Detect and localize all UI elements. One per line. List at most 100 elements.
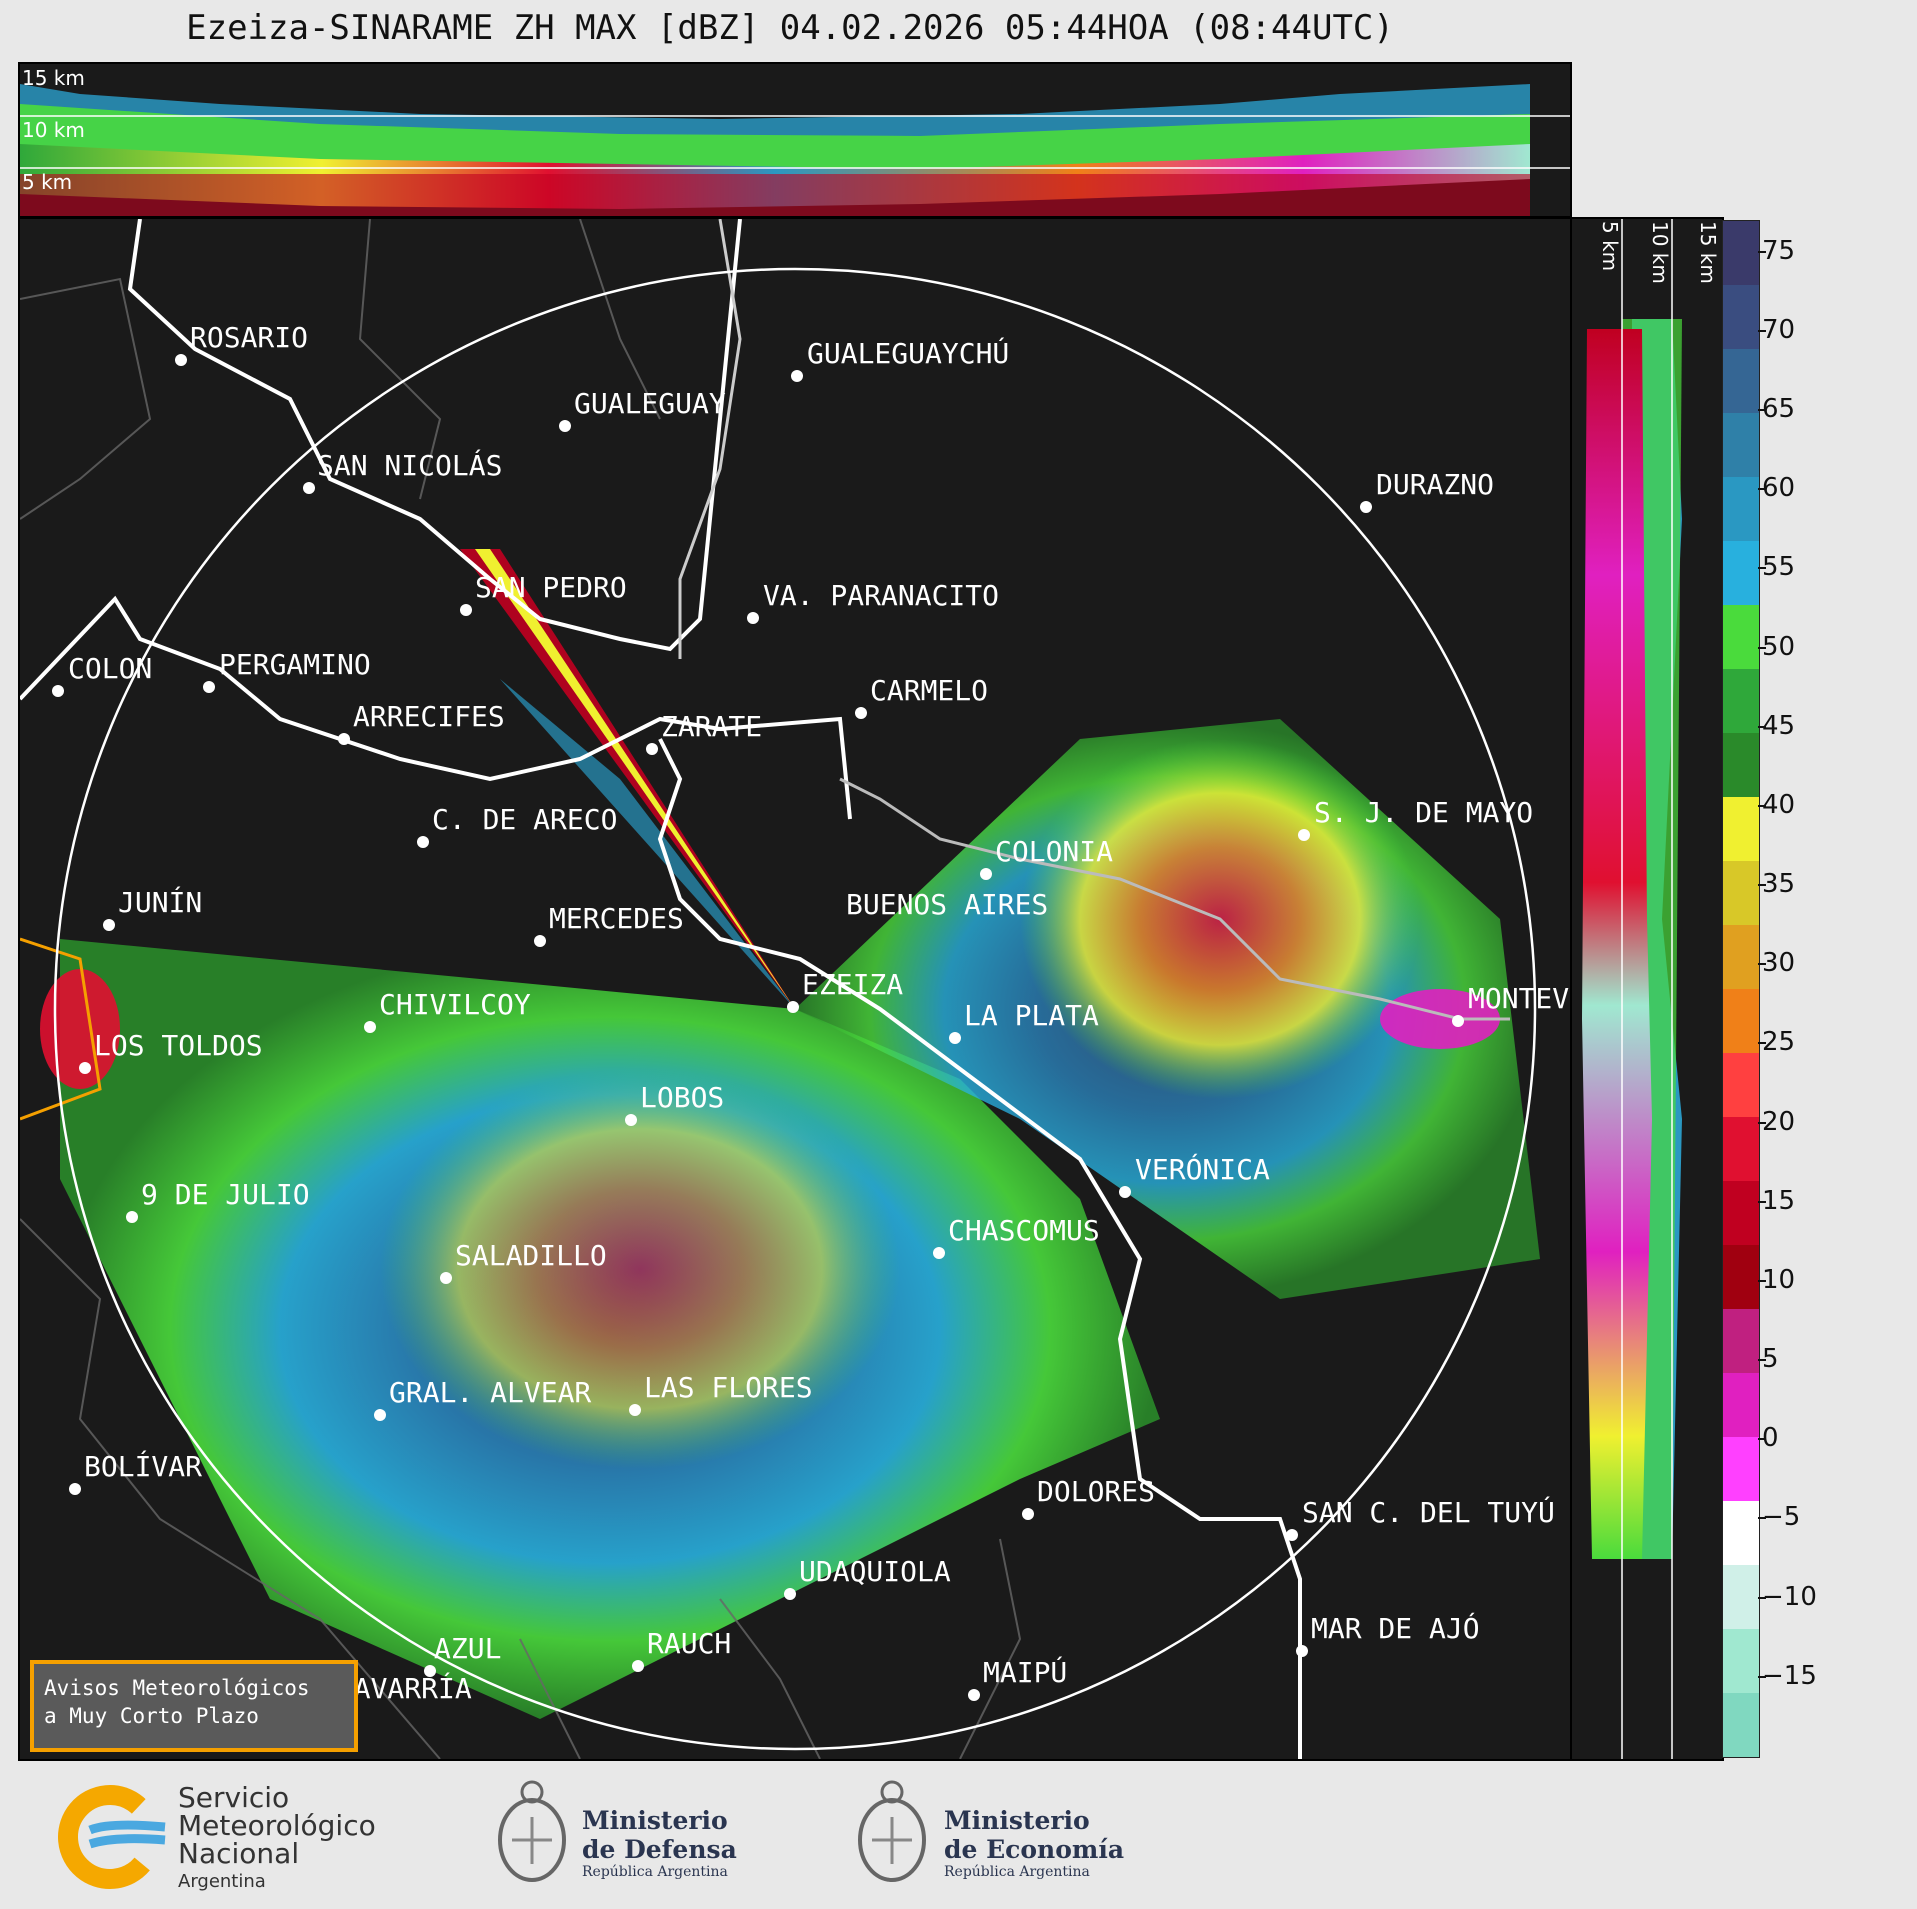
economia-logo-text: Ministerio de Economía República Argenti… xyxy=(944,1806,1124,1880)
city-label-azul: AZUL xyxy=(434,1632,502,1665)
city-label-9-de-julio: 9 DE JULIO xyxy=(141,1178,310,1211)
colorbar-tick-mark xyxy=(1758,1042,1766,1045)
colorbar-tick-label: 0 xyxy=(1762,1423,1779,1454)
defensa-line1: Ministerio xyxy=(582,1806,728,1835)
colorbar-tick-label: 20 xyxy=(1762,1106,1796,1137)
defensa-line3: República Argentina xyxy=(582,1864,728,1880)
colorbar-tick-label: −5 xyxy=(1762,1502,1801,1533)
city-label-pergamino: PERGAMINO xyxy=(219,648,371,681)
colorbar-tick-label: 55 xyxy=(1762,552,1796,583)
city-label-maipu: MAIPÚ xyxy=(983,1656,1068,1689)
economia-line1: Ministerio xyxy=(944,1806,1090,1835)
colorbar-tick-mark xyxy=(1758,488,1766,491)
city-label-udaquiola: UDAQUIOLA xyxy=(799,1555,951,1588)
city-label-mercedes: MERCEDES xyxy=(549,902,684,935)
city-label-bolivar: BOLÍVAR xyxy=(84,1450,203,1483)
city-label-colonia: COLONIA xyxy=(995,835,1114,868)
city-label-rosario: ROSARIO xyxy=(190,321,309,354)
side-level-label-10km: 10 km xyxy=(1648,221,1672,284)
city-dot xyxy=(855,707,867,719)
city-dot xyxy=(417,836,429,848)
city-dot xyxy=(625,1114,637,1126)
radar-map-panel[interactable]: ROSARIO GUALEGUAYCHÚ GUALEGUAY SAN NICOL… xyxy=(18,217,1572,1761)
city-label-lobos: LOBOS xyxy=(640,1081,725,1114)
city-label-chivilcoy: CHIVILCOY xyxy=(379,988,531,1021)
city-dot xyxy=(933,1247,945,1259)
dbz-colorbar xyxy=(1722,220,1760,1758)
smn-line4: Argentina xyxy=(178,1871,266,1892)
defensa-seal xyxy=(492,1772,572,1896)
city-label-los-toldos: LOS TOLDOS xyxy=(94,1029,263,1062)
colorbar-tick-mark xyxy=(1758,250,1766,253)
city-dot xyxy=(374,1409,386,1421)
colorbar-tick-mark xyxy=(1758,409,1766,412)
smn-line3: Nacional xyxy=(178,1837,300,1870)
avisos-line2: a Muy Corto Plazo xyxy=(44,1704,259,1728)
side-cross-section-image xyxy=(1582,219,1682,1759)
city-label-va-paranacito: VA. PARANACITO xyxy=(763,579,1000,612)
colorbar-tick-mark xyxy=(1758,1596,1766,1599)
city-label-c-de-areco: C. DE ARECO xyxy=(432,803,618,836)
colorbar-tick-mark xyxy=(1758,1279,1766,1282)
city-label-ezeiza: EZEIZA xyxy=(802,968,904,1001)
city-label-junin: JUNÍN xyxy=(118,886,203,919)
avisos-button[interactable]: Avisos Meteorológicos a Muy Corto Plazo xyxy=(30,1660,358,1752)
city-dot xyxy=(1296,1645,1308,1657)
range-ring xyxy=(53,267,1537,1751)
top-cross-section-image xyxy=(20,84,1570,216)
colorbar-tick-mark xyxy=(1758,1675,1766,1678)
city-dot xyxy=(968,1689,980,1701)
colorbar-tick-label: 45 xyxy=(1762,710,1796,741)
city-label-san-c-del-tuyu: SAN C. DEL TUYÚ xyxy=(1302,1496,1555,1529)
city-dot xyxy=(1452,1015,1464,1027)
city-label-buenos-aires: BUENOS AIRES xyxy=(846,888,1049,921)
city-label-san-nicolas: SAN NICOLÁS xyxy=(317,449,503,482)
colorbar-tick-label: 70 xyxy=(1762,314,1796,345)
city-dot xyxy=(364,1021,376,1033)
city-dot xyxy=(338,733,350,745)
city-label-chascomus: CHASCOMUS xyxy=(948,1214,1100,1247)
colorbar-tick-mark xyxy=(1758,1517,1766,1520)
city-dot xyxy=(203,681,215,693)
colorbar-tick-label: 60 xyxy=(1762,473,1796,504)
city-dot xyxy=(949,1032,961,1044)
city-dot xyxy=(646,743,658,755)
avisos-line1: Avisos Meteorológicos xyxy=(44,1676,310,1700)
smn-line1: Servicio xyxy=(178,1781,290,1814)
city-label-mar-de-ajo: MAR DE AJÓ xyxy=(1311,1612,1480,1645)
city-dot xyxy=(1119,1186,1131,1198)
city-dot xyxy=(1022,1508,1034,1520)
city-dot xyxy=(1360,501,1372,513)
side-level-label-15km: 15 km xyxy=(1696,221,1720,284)
storm-cell-south xyxy=(380,1069,900,1469)
colorbar-tick-mark xyxy=(1758,963,1766,966)
smn-line2: Meteorológico xyxy=(178,1809,376,1842)
radar-site-dot xyxy=(787,1001,799,1013)
colorbar-tick-label: 40 xyxy=(1762,789,1796,820)
top-level-label-15km: 15 km xyxy=(22,66,85,90)
city-label-las-flores: LAS FLORES xyxy=(644,1371,813,1404)
colorbar-tick-label: 25 xyxy=(1762,1027,1796,1058)
city-label-montevideo: MONTEV xyxy=(1468,982,1570,1015)
city-dot xyxy=(103,919,115,931)
city-dot xyxy=(629,1404,641,1416)
city-label-veronica: VERÓNICA xyxy=(1135,1153,1270,1186)
city-label-arrecifes: ARRECIFES xyxy=(353,700,505,733)
colorbar-tick-label: 15 xyxy=(1762,1185,1796,1216)
city-dot xyxy=(784,1588,796,1600)
colorbar-tick-label: 75 xyxy=(1762,235,1796,266)
defensa-line2: de Defensa xyxy=(582,1835,737,1864)
interference-spike xyxy=(460,549,795,1009)
colorbar-tick-label: 10 xyxy=(1762,1264,1796,1295)
city-label-la-plata: LA PLATA xyxy=(964,999,1099,1032)
smn-logo xyxy=(55,1782,175,1892)
city-dot xyxy=(747,612,759,624)
colorbar-tick-mark xyxy=(1758,804,1766,807)
side-cross-section-panel: 5 km 10 km 15 km xyxy=(1570,217,1724,1761)
city-label-gral-alvear: GRAL. ALVEAR xyxy=(389,1376,592,1409)
city-dot xyxy=(1298,829,1310,841)
colorbar-tick-mark xyxy=(1758,1359,1766,1362)
city-dot xyxy=(1286,1529,1298,1541)
economia-line2: de Economía xyxy=(944,1835,1125,1864)
city-label-san-pedro: SAN PEDRO xyxy=(475,571,627,604)
